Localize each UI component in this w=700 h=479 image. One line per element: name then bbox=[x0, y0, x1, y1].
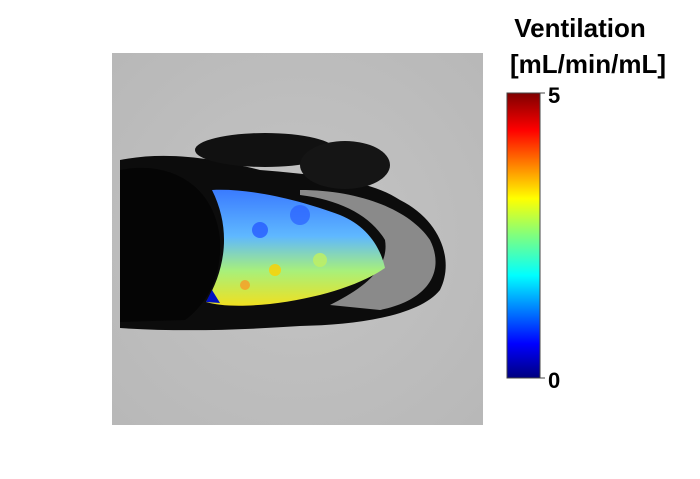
colorbar bbox=[506, 92, 541, 379]
colorbar-unit: [mL/min/mL] bbox=[510, 49, 666, 79]
tick-label: 0 bbox=[548, 368, 560, 393]
tick-label: 5 bbox=[548, 83, 560, 108]
colorbar-title: Ventilation bbox=[514, 13, 645, 43]
scan-image bbox=[112, 53, 483, 425]
